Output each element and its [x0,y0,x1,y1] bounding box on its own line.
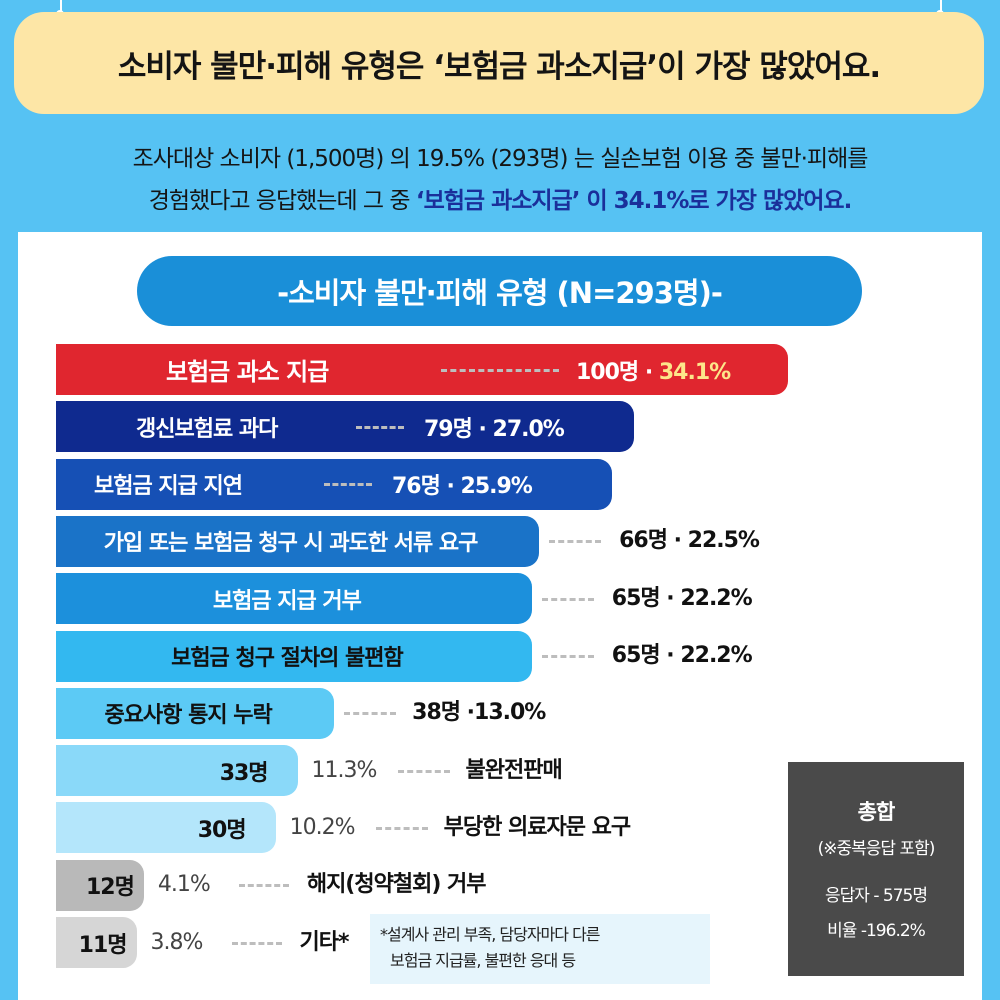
value-label-7: 38명 ·13.0% [412,700,546,726]
chart-title: -소비자 불만·피해 유형 (N=293명)- [137,256,862,326]
bar-label-2: 갱신보험료 과다 [136,416,278,442]
bar-7: 중요사항 통지 누락 [56,687,335,739]
footnote-box: *설계사 관리 부족, 담당자마다 다른 보험금 지급률, 불편한 응대 등 [370,914,710,984]
footnote-line-1: *설계사 관리 부족, 담당자마다 다른 [380,925,601,944]
summary-line-2: 경험했다고 응답했는데 그 중 ‘보험금 과소지급’ 이 34.1%로 가장 많… [20,180,980,222]
dots-4 [549,540,602,544]
bar-label-1: 보험금 과소 지급 [166,358,329,386]
bar-6: 보험금 청구 절차의 불편함 [56,630,532,682]
dots-10 [238,884,289,888]
headline-text: 소비자 불만·피해 유형은 ‘보험금 과소지급’이 가장 많았어요. [117,48,881,85]
dots-6 [541,655,594,658]
total-box: 총합 (※중복응답 포함) 응답자 - 575명 비율 -196.2% [788,762,964,976]
value-label-6: 65명 · 22.2% [611,643,753,668]
bar-label-5: 보험금 지급 거부 [212,588,362,614]
bar-8: 33명 [56,745,298,797]
total-title: 총합 [857,800,896,824]
summary-text: 조사대상 소비자 (1,500명) 의 19.5% (293명) 는 실손보험 … [20,138,980,222]
percent-label-1: 34.1% [658,359,731,385]
summary-line-2-plain: 경험했다고 응답했는데 그 중 [148,188,416,214]
value-label-4: 66명 · 22.5% [619,528,760,554]
summary-line-1: 조사대상 소비자 (1,500명) 의 19.5% (293명) 는 실손보험 … [132,146,869,172]
total-ratio: 비율 -196.2% [827,921,926,941]
dots-5 [541,597,594,601]
percent-label-11: 3.8% [150,929,204,955]
bar-9: 30명 [56,802,276,854]
bar-label-3: 보험금 지급 지연 [94,474,243,500]
dots-8 [397,769,450,773]
count-label-11: 11명 [78,932,128,958]
dots-1 [441,368,559,372]
footnote-line-2: 보험금 지급률, 불편한 응대 등 [390,951,576,970]
bar-1: 보험금 과소 지급 100명 · 34.1% [56,344,788,395]
dots-9 [375,826,428,830]
bar-11: 11명 [56,917,137,968]
bar-label-4: 가입 또는 보험금 청구 시 과도한 서류 요구 [103,531,479,557]
summary-line-2-highlight: ‘보험금 과소지급’ 이 34.1%로 가장 많았어요. [415,188,852,214]
dots-7 [344,712,397,716]
dots-11 [231,941,282,945]
percent-label-9: 10.2% [289,814,356,840]
category-label-10: 해지(청약철회) 거부 [306,872,487,898]
value-label-3: 76명 · 25.9% [392,474,533,500]
bar-10: 12명 [56,859,144,911]
bar-label-7: 중요사항 통지 누락 [104,703,272,729]
bar-label-6: 보험금 청구 절차의 불편함 [171,646,404,671]
value-label-2: 79명 · 27.0% [424,416,565,442]
bar-5: 보험금 지급 거부 [56,573,532,625]
total-note: (※중복응답 포함) [817,839,936,859]
category-label-9: 부당한 의료자문 요구 [443,814,631,840]
category-label-11: 기타* [299,929,350,955]
dots-3 [324,483,372,487]
percent-label-8: 11.3% [311,757,378,783]
total-respondents: 응답자 - 575명 [825,886,928,906]
headline-banner: 소비자 불만·피해 유형은 ‘보험금 과소지급’이 가장 많았어요. [14,12,984,114]
category-label-8: 불완전판매 [465,757,563,783]
bar-2: 갱신보험료 과다 79명 · 27.0% [56,401,635,453]
dots-2 [356,425,404,429]
bar-4: 가입 또는 보험금 청구 시 과도한 서류 요구 [56,515,540,567]
count-label-9: 30명 [197,817,247,843]
value-label-1: 100명 · 34.1% [576,359,731,385]
percent-label-10: 4.1% [157,872,211,898]
count-label-8: 33명 [219,760,269,786]
value-label-5: 65명 · 22.2% [611,585,753,611]
chart-title-text: -소비자 불만·피해 유형 (N=293명)- [277,276,723,310]
count-label-10: 12명 [85,875,135,901]
